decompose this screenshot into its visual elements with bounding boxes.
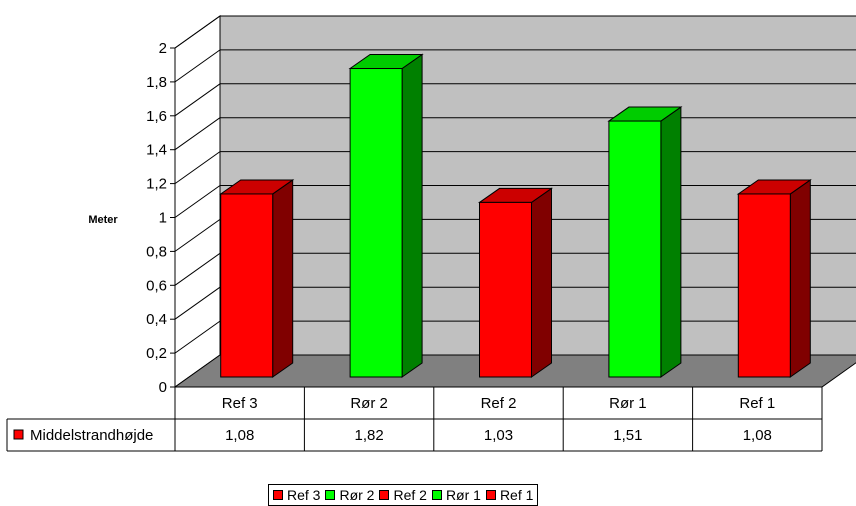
y-tick-label: 1 [159, 210, 167, 227]
data-value-label: 1,03 [484, 427, 513, 444]
bar-front [608, 120, 662, 378]
y-tick-label: 0 [159, 379, 167, 396]
gridline-side [174, 185, 221, 218]
legend-item: Ref 3 [273, 487, 320, 503]
gridline-side [174, 49, 221, 83]
y-tick-label: 1,8 [146, 74, 167, 91]
bar-front [479, 201, 532, 378]
legend-swatch [485, 490, 496, 500]
gridline-side [174, 218, 221, 252]
data-value-label: 1,51 [613, 427, 642, 444]
category-label: Ref 3 [222, 395, 258, 412]
legend-label: Ref 3 [287, 487, 321, 503]
gridline-side [174, 15, 221, 49]
gridline-side [174, 83, 221, 117]
bar-side [401, 53, 423, 378]
data-value-label: 1,82 [354, 427, 383, 444]
y-tick-label: 1,4 [146, 142, 167, 159]
y-tick-label: 0,2 [146, 345, 167, 362]
bar-front [220, 193, 274, 378]
y-tick-label: 2 [159, 40, 167, 57]
legend-label: Ref 1 [499, 487, 534, 503]
y-tick-label: 1,6 [146, 108, 167, 125]
gridline-side [174, 151, 221, 185]
data-value-label: 1,08 [225, 427, 254, 444]
bar-r-r-1 [607, 106, 683, 378]
category-label: Ref 1 [739, 395, 775, 412]
legend-label: Rør 2 [339, 487, 375, 503]
legend-swatch [273, 490, 283, 500]
gridline-side [174, 252, 221, 286]
category-label: Ref 2 [481, 395, 517, 412]
category-label: Rør 1 [609, 395, 647, 412]
bar-side [660, 106, 682, 378]
y-axis-label: Meter [88, 214, 118, 226]
bar-ref-1 [736, 178, 812, 378]
legend: Ref 3 Rør 2 Ref 2 Rør 1 Ref 1 [268, 484, 539, 506]
legend-item: Rør 2 [325, 487, 374, 503]
legend-swatch [431, 490, 442, 500]
bar-front [737, 193, 791, 378]
legend-label: Rør 1 [445, 487, 481, 503]
gridline-side [174, 117, 221, 151]
legend-item: Rør 1 [431, 487, 481, 503]
series-name: Middelstrandhøjde [30, 427, 153, 444]
legend-item: Ref 1 [485, 487, 534, 503]
bar-ref-2 [477, 187, 554, 378]
y-tick-label: 0,4 [146, 311, 167, 328]
gridline-side [174, 286, 221, 320]
bar-front [349, 68, 403, 378]
bars [219, 53, 812, 378]
y-tick-label: 1,2 [146, 176, 167, 193]
category-label: Rør 2 [350, 395, 388, 412]
data-value-label: 1,08 [743, 427, 772, 444]
legend-swatch [379, 490, 390, 500]
bar-ref-3 [219, 178, 295, 378]
bar-r-r-2 [348, 53, 424, 378]
y-tick-label: 0,8 [146, 243, 167, 260]
legend-swatch [325, 490, 336, 500]
bar-side [789, 178, 811, 378]
legend-label: Ref 2 [393, 487, 427, 503]
series-key-swatch [13, 429, 24, 440]
data-table: Ref 3 1,08 Rør 2 1,82 Ref 2 1,03 Rør 1 1,51 Ref … [6, 386, 823, 452]
legend-item: Ref 2 [379, 487, 427, 503]
gridline-side [174, 320, 221, 354]
bar-side [531, 187, 552, 378]
bar-side [272, 178, 294, 378]
y-axis: 0 0,2 0,4 0,6 0,8 1 1,2 1,4 1,6 1,8 2 [146, 40, 176, 396]
y-tick-label: 0,6 [146, 277, 167, 294]
